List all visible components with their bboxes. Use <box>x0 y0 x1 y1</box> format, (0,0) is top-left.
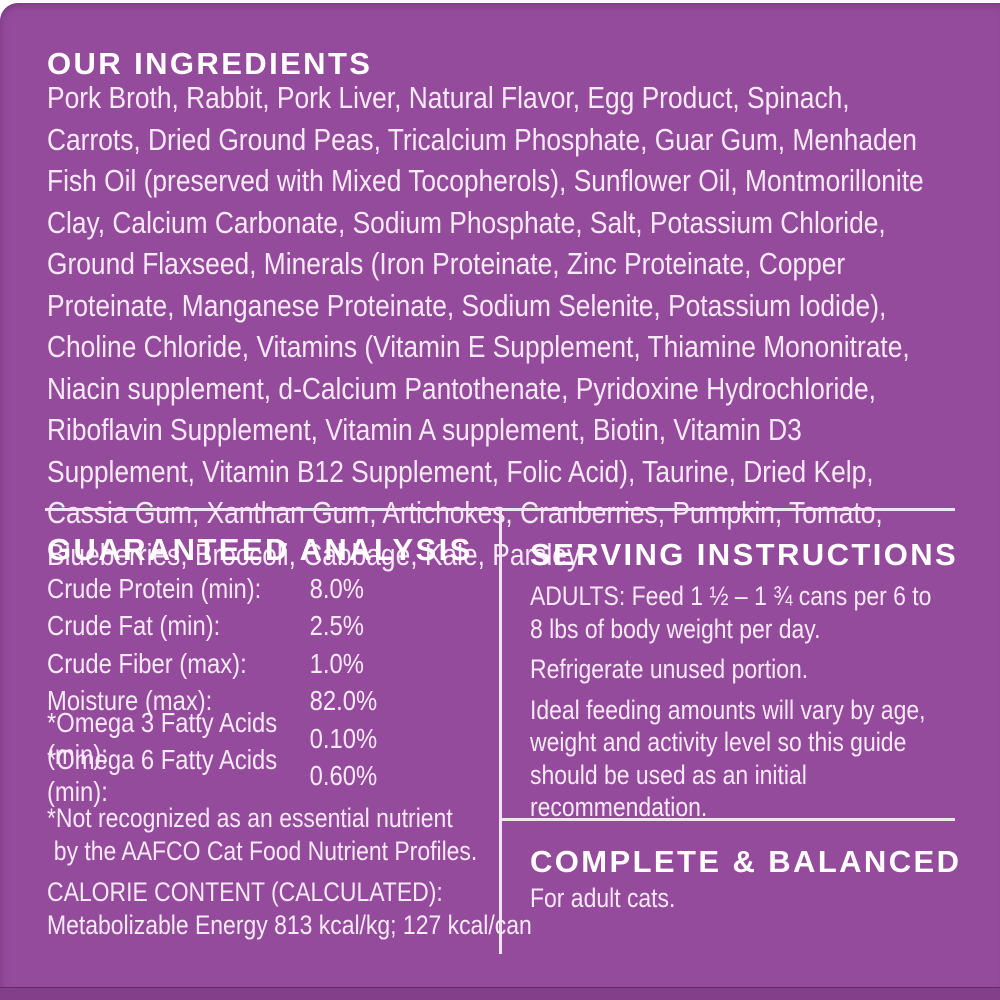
analysis-label: Crude Fiber (max): <box>47 647 247 679</box>
ingredients-text: Pork Broth, Rabbit, Pork Liver, Natural … <box>47 80 924 572</box>
analysis-value: 0.60% <box>309 760 378 792</box>
calorie-content-heading: CALORIE CONTENT (CALCULATED): <box>47 877 443 907</box>
right-column-divider-rule <box>500 818 955 821</box>
serving-paragraph: ADULTS: Feed 1 ½ – 1 ¾ cans per 6 to 8 l… <box>530 581 932 644</box>
guaranteed-analysis-table: Crude Protein (min): 8.0% Crude Fat (min… <box>47 570 574 808</box>
serving-paragraph: Refrigerate unused portion. <box>530 654 809 684</box>
analysis-label: Crude Fat (min): <box>47 610 221 642</box>
label-bottom-edge <box>0 987 1000 1000</box>
analysis-label: Moisture (max): <box>47 685 213 717</box>
complete-balanced-heading: COMPLETE & BALANCED <box>530 844 962 879</box>
complete-balanced-text: For adult cats. <box>530 883 676 913</box>
vertical-divider-rule <box>499 508 502 954</box>
serving-paragraph: Ideal feeding amounts will vary by age, … <box>530 694 926 823</box>
analysis-label: *Omega 3 Fatty Acids (min): <box>47 706 278 770</box>
analysis-row: Crude Fiber (max): 1.0% <box>47 645 574 683</box>
analysis-row: Crude Fat (min): 2.5% <box>47 608 574 646</box>
analysis-label: *Omega 6 Fatty Acids (min): <box>47 744 278 808</box>
calorie-content-block: CALORIE CONTENT (CALCULATED): Metaboliza… <box>47 876 574 942</box>
analysis-row: Moisture (max): 82.0% <box>47 683 574 721</box>
analysis-row: *Omega 6 Fatty Acids (min): 0.60% <box>47 744 574 807</box>
serving-instructions-heading: SERVING INSTRUCTIONS <box>530 537 959 572</box>
calorie-content-value: Metabolizable Energy 813 kcal/kg; 127 kc… <box>47 910 532 940</box>
label-panel: OUR INGREDIENTS Pork Broth, Rabbit, Pork… <box>0 3 1000 1000</box>
serving-instructions-text: ADULTS: Feed 1 ½ – 1 ¾ cans per 6 to 8 l… <box>530 580 938 832</box>
analysis-row: *Omega 3 Fatty Acids (min): 0.10% <box>47 707 574 770</box>
ingredients-heading: OUR INGREDIENTS <box>47 46 373 81</box>
footnote-line: by the AAFCO Cat Food Nutrient Profiles. <box>53 836 478 866</box>
analysis-value: 1.0% <box>309 647 364 679</box>
analysis-row: Crude Protein (min): 8.0% <box>47 570 574 608</box>
guaranteed-analysis-heading: GUARANTEED ANALYSIS <box>47 532 473 567</box>
footnote-line: *Not recognized as an essential nutrient <box>47 803 453 833</box>
analysis-value: 0.10% <box>309 722 378 754</box>
analysis-value: 2.5% <box>309 610 364 642</box>
analysis-value: 8.0% <box>309 572 364 604</box>
analysis-label: Crude Protein (min): <box>47 572 262 604</box>
analysis-footnote: *Not recognized as an essential nutrient… <box>47 802 523 868</box>
analysis-value: 82.0% <box>309 685 378 717</box>
